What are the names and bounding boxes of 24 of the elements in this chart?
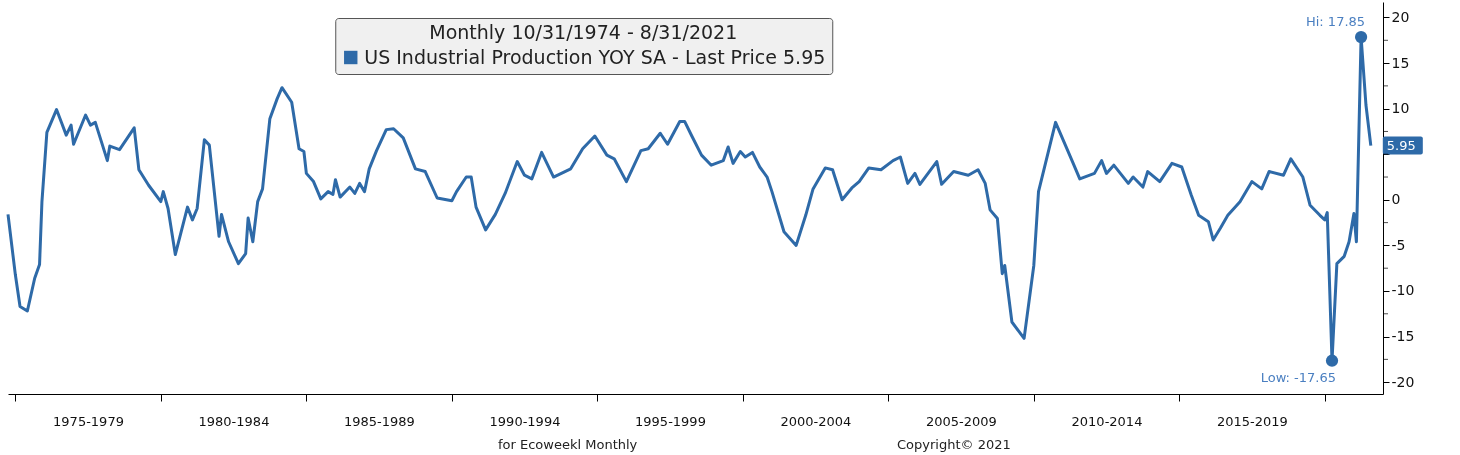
x-tick-label: 2005-2009 (925, 413, 997, 429)
x-tick-label: 2010-2014 (1071, 413, 1143, 429)
text: for Ecoweekl Monthly (498, 437, 638, 452)
x-tick-label: 1980-1984 (198, 413, 270, 429)
x-tick-label: 1990-1994 (489, 413, 561, 429)
data-label: 5.95 (1386, 137, 1416, 153)
x-tick-label: 1985-1989 (344, 413, 415, 429)
y-tick-label: -20 (1391, 373, 1415, 390)
text: Copyright© 2021 (897, 437, 1011, 452)
y-tick-label: -15 (1391, 328, 1415, 345)
y-tick-label: 15 (1391, 54, 1410, 71)
x-tick-label: 2015-2019 (1217, 413, 1288, 429)
annotation: Hi: 17.85 (1305, 14, 1366, 30)
x-tick-label: 1995-1999 (635, 413, 706, 429)
legend-label: US Industrial Production YOY SA - Last Price 5.95 (364, 45, 826, 68)
legend-title: Monthly 10/31/1974 - 8/31/2021 (429, 21, 738, 43)
x-tick-label: 1975-1979 (53, 413, 124, 429)
y-tick-label: 0 (1391, 191, 1401, 208)
y-tick-label: -10 (1391, 282, 1415, 299)
x-tick-label: 2000-2004 (780, 413, 852, 429)
annotation: Low: -17.65 (1260, 369, 1337, 385)
y-tick-label: 20 (1391, 9, 1410, 25)
y-tick-label: -5 (1391, 236, 1406, 253)
y-tick-label: 10 (1391, 100, 1410, 117)
